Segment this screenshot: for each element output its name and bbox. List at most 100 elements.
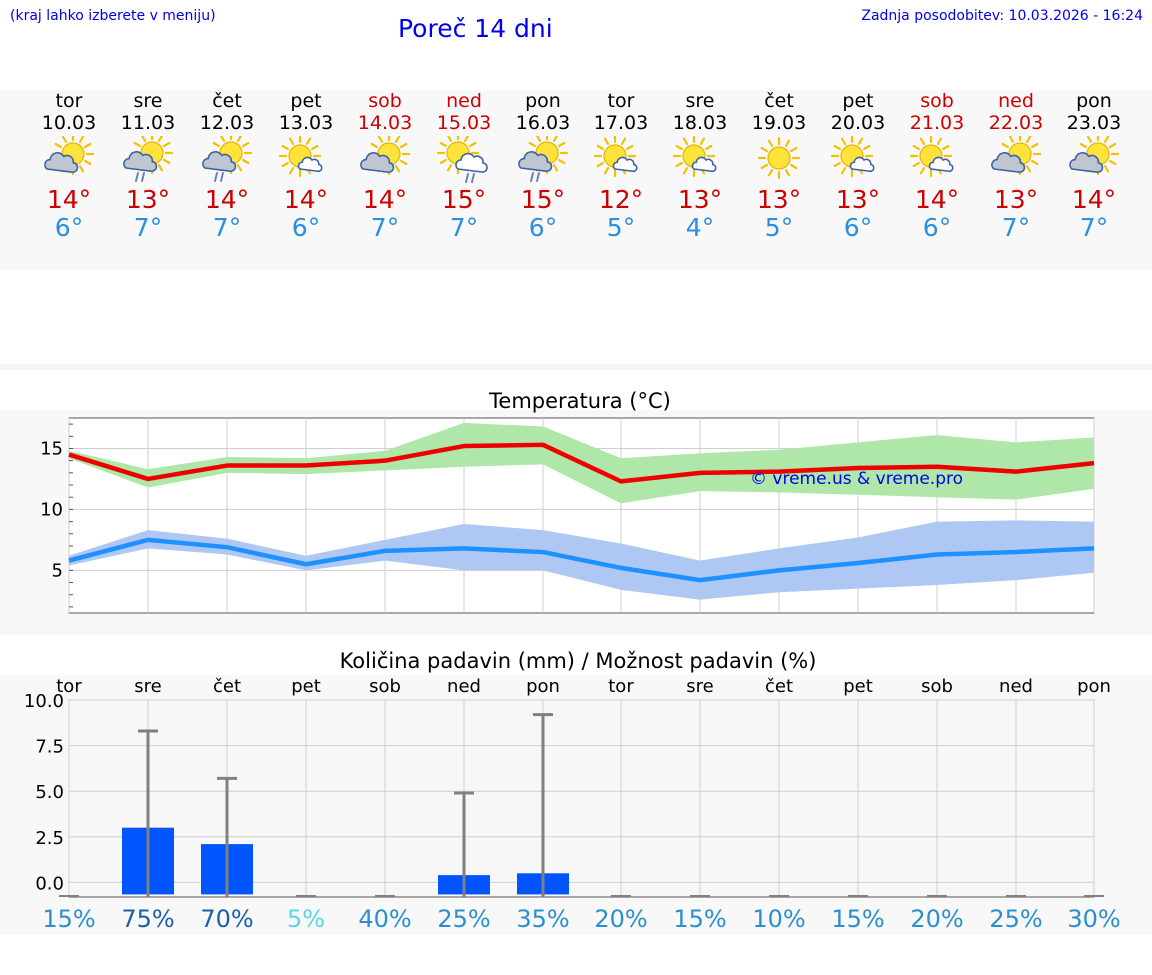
precipitation-probability: 40%	[358, 905, 411, 933]
day-column: pon 16.03 15° 6°	[504, 90, 582, 242]
day-column: čet 12.03 14° 7°	[188, 90, 266, 242]
day-name: pon	[1076, 90, 1112, 112]
precipitation-probability: 30%	[1067, 905, 1120, 933]
partly-cloudy-icon	[991, 136, 1042, 176]
precipitation-probability: 15%	[673, 905, 726, 933]
day-name: pet	[290, 90, 322, 112]
day-column: ned 15.03 15° 7°	[425, 90, 503, 242]
x-tick-label: ned	[447, 676, 481, 697]
min-temperature: 7°	[212, 213, 242, 242]
min-temperature: 6°	[528, 213, 558, 242]
max-temperature: 15°	[441, 185, 487, 214]
day-column: pon 23.03 14° 7°	[1055, 90, 1133, 242]
max-temperature: 14°	[914, 185, 960, 214]
precipitation-probability: 25%	[437, 905, 490, 933]
precipitation-probability: 20%	[594, 905, 647, 933]
day-column: sre 11.03 13° 7°	[109, 90, 187, 242]
day-name: čet	[764, 90, 794, 112]
day-date: 15.03	[436, 112, 492, 134]
day-column: čet 19.03 13° 5°	[740, 90, 818, 242]
day-column: sob 21.03 14° 6°	[898, 90, 976, 242]
chart-title: Temperatura (°C)	[488, 389, 671, 413]
min-temperature-line	[68, 537, 1095, 583]
min-temperature: 7°	[449, 213, 479, 242]
day-column: sob 14.03 14° 7°	[346, 90, 424, 242]
min-temperature: 7°	[370, 213, 400, 242]
max-temperature: 12°	[598, 185, 644, 214]
max-temperature: 13°	[677, 185, 723, 214]
chart-title: Količina padavin (mm) / Možnost padavin …	[340, 649, 817, 673]
day-name: ned	[446, 90, 482, 112]
partly-cloudy-icon	[360, 136, 411, 176]
watermark: © vreme.us & vreme.pro	[750, 469, 963, 489]
day-date: 10.03	[41, 112, 97, 134]
max-temperature: 14°	[362, 185, 408, 214]
section-divider	[0, 364, 1152, 370]
max-temperature: 14°	[1071, 185, 1117, 214]
x-tick-label: pon	[526, 676, 560, 697]
x-tick-label: sob	[921, 676, 953, 697]
day-name: pon	[525, 90, 561, 112]
day-date: 13.03	[278, 112, 334, 134]
x-tick-label: sob	[369, 676, 401, 697]
cloud-sun-rain-icon	[202, 136, 253, 182]
day-date: 23.03	[1066, 112, 1122, 134]
max-temperature: 13°	[756, 185, 802, 214]
precipitation-probability: 15%	[42, 905, 95, 933]
min-temperature: 7°	[1079, 213, 1109, 242]
day-date: 22.03	[988, 112, 1044, 134]
min-temperature: 7°	[133, 213, 163, 242]
day-name: sre	[133, 90, 163, 112]
day-date: 14.03	[357, 112, 413, 134]
day-date: 18.03	[672, 112, 728, 134]
precipitation-probability: 10%	[752, 905, 805, 933]
y-tick-label: 10.0	[24, 691, 64, 712]
min-temperature: 5°	[764, 213, 794, 242]
day-name: čet	[212, 90, 242, 112]
max-temperature: 13°	[125, 185, 171, 214]
day-name: tor	[55, 90, 83, 112]
sun-small-cloud-icon	[909, 136, 954, 178]
day-column: sre 18.03 13° 4°	[661, 90, 739, 242]
y-tick-label: 5.0	[35, 782, 64, 803]
y-tick-label: 7.5	[35, 737, 64, 758]
day-column: ned 22.03 13° 7°	[977, 90, 1055, 242]
x-tick-label: čet	[213, 676, 241, 697]
x-tick-label: pon	[1077, 676, 1111, 697]
x-tick-label: tor	[608, 676, 634, 697]
y-tick-label: 15	[40, 438, 63, 459]
day-name: sre	[685, 90, 715, 112]
sun-icon	[757, 136, 801, 180]
min-temperature: 6°	[291, 213, 321, 242]
cloud-sun-rain-icon	[123, 136, 174, 182]
min-temperature: 6°	[922, 213, 952, 242]
precipitation-probability: 20%	[910, 905, 963, 933]
min-temperature: 6°	[54, 213, 84, 242]
day-date: 12.03	[199, 112, 255, 134]
x-tick-label: tor	[56, 676, 82, 697]
day-column: pet 20.03 13° 6°	[819, 90, 897, 242]
last-update: Zadnja posodobitev: 10.03.2026 - 16:24	[861, 8, 1143, 24]
max-temperature: 14°	[46, 185, 92, 214]
day-column: tor 10.03 14° 6°	[30, 90, 108, 242]
y-tick-label: 5	[52, 560, 63, 581]
x-tick-label: sre	[134, 676, 161, 697]
sun-small-cloud-icon	[830, 136, 875, 178]
page-title: Poreč 14 dni	[398, 14, 553, 43]
precipitation-chart: Količina padavin (mm) / Možnost padavin …	[24, 649, 1121, 933]
min-temperature: 4°	[685, 213, 715, 242]
y-tick-label: 0.0	[35, 873, 64, 894]
precipitation-probability: 15%	[831, 905, 884, 933]
max-temperature: 15°	[520, 185, 566, 214]
precipitation-probability: 25%	[989, 905, 1042, 933]
min-temperature: 6°	[843, 213, 873, 242]
day-date: 19.03	[751, 112, 807, 134]
partly-cloudy-icon	[1069, 136, 1120, 176]
max-temperature: 13°	[993, 185, 1039, 214]
precipitation-probability: 5%	[287, 905, 325, 933]
max-temperature: 14°	[283, 185, 329, 214]
max-temperature: 14°	[204, 185, 250, 214]
day-date: 21.03	[909, 112, 965, 134]
sun-small-cloud-icon	[672, 136, 717, 178]
precipitation-probability: 70%	[200, 905, 253, 933]
